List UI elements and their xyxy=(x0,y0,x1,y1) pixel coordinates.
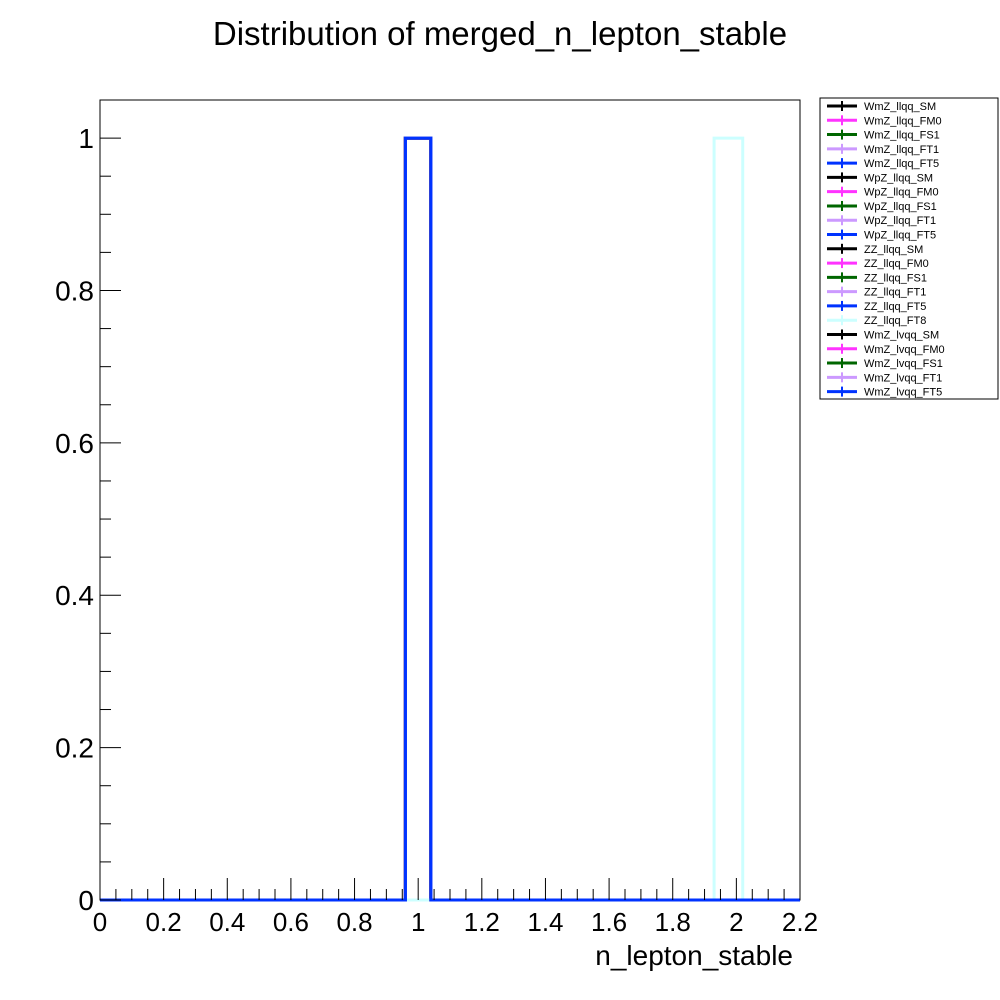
legend-label: ZZ_llqq_FS1 xyxy=(864,272,927,284)
series-line xyxy=(100,136,800,902)
series-line xyxy=(100,136,800,902)
legend-label: WmZ_llqq_FM0 xyxy=(864,115,942,127)
series-line xyxy=(100,136,800,902)
legend-label: WmZ_llqq_FT1 xyxy=(864,144,939,156)
series-line xyxy=(100,136,800,902)
legend-entry: ZZ_llqq_FT5 xyxy=(827,300,926,313)
y-tick-label: 0 xyxy=(78,885,94,916)
x-tick-label: 0.2 xyxy=(146,907,182,937)
legend-entry: WpZ_llqq_SM xyxy=(827,172,933,184)
x-tick-label: 0 xyxy=(93,907,107,937)
series-line xyxy=(100,136,800,902)
legend-label: WpZ_llqq_FS1 xyxy=(864,201,937,213)
y-tick-label: 0.8 xyxy=(55,275,94,306)
x-tick-label: 0.4 xyxy=(209,907,245,937)
series-line xyxy=(100,136,800,902)
legend-entry: WmZ_lvqq_FS1 xyxy=(827,358,943,370)
legend-entry: WmZ_lvqq_FT5 xyxy=(827,386,942,399)
legend-label: WpZ_llqq_FT1 xyxy=(864,215,936,227)
legend-label: WmZ_llqq_FT5 xyxy=(864,158,939,170)
legend-entry: ZZ_llqq_FT1 xyxy=(827,286,926,299)
legend-entry: ZZ_llqq_SM xyxy=(827,243,923,256)
y-tick-label: 1 xyxy=(78,123,94,154)
series-line xyxy=(100,136,800,902)
legend-label: WmZ_llqq_FS1 xyxy=(864,130,940,142)
legend-entries: WmZ_llqq_SM WmZ_llqq_FM0 WmZ_llqq_FS1 WmZ_l… xyxy=(827,101,945,399)
y-axis: 0 0.2 0.4 0.6 0.8 1 xyxy=(55,99,121,916)
series-layer xyxy=(100,136,800,902)
y-tick-label: 0.2 xyxy=(55,733,94,764)
x-tick-label: 1 xyxy=(411,907,425,937)
legend-label: WpZ_llqq_FT5 xyxy=(864,230,936,242)
y-tick-label: 0.4 xyxy=(55,580,94,611)
legend-entry: WmZ_lvqq_FM0 xyxy=(827,343,945,356)
series-line xyxy=(100,136,800,902)
series-line xyxy=(100,136,800,902)
y-tick-label: 0.6 xyxy=(55,428,94,459)
x-tick-label: 1.2 xyxy=(464,907,500,937)
legend-label: ZZ_llqq_SM xyxy=(864,244,923,256)
legend-label: WmZ_lvqq_FT5 xyxy=(864,387,942,399)
legend-entry: ZZ_llqq_FS1 xyxy=(827,272,927,284)
series-line xyxy=(100,136,800,902)
legend-label: WmZ_lvqq_SM xyxy=(864,329,939,341)
legend-entry: ZZ_llqq_FT8 xyxy=(827,315,926,327)
legend-entry: WmZ_llqq_FS1 xyxy=(827,129,940,142)
x-axis: 0 0.2 0.4 0.6 0.8 1 1.2 1.4 1.6 1.8 2 2.2 xyxy=(93,878,818,937)
legend-entry: WmZ_lvqq_SM xyxy=(827,329,939,341)
legend-label: ZZ_llqq_FT8 xyxy=(864,315,926,327)
series-line xyxy=(100,136,800,902)
legend-label: WpZ_llqq_FM0 xyxy=(864,187,939,199)
x-tick-label: 1.8 xyxy=(655,907,691,937)
series-line xyxy=(100,136,800,902)
legend-entry: WpZ_llqq_FM0 xyxy=(827,186,939,199)
x-tick-label: 2 xyxy=(729,907,743,937)
series-line xyxy=(100,136,800,902)
legend-label: WmZ_llqq_SM xyxy=(864,101,936,113)
series-line xyxy=(100,136,800,902)
x-tick-label: 0.6 xyxy=(273,907,309,937)
legend-label: WmZ_lvqq_FM0 xyxy=(864,344,945,356)
legend-label: WmZ_lvqq_FS1 xyxy=(864,358,943,370)
legend-entry: WmZ_lvqq_FT1 xyxy=(827,372,942,384)
chart-title: Distribution of merged_n_lepton_stable xyxy=(213,15,787,52)
plot-frame xyxy=(99,99,801,901)
series-line xyxy=(100,136,800,902)
legend-entry: WmZ_llqq_FM0 xyxy=(827,115,942,127)
series-line xyxy=(100,136,800,902)
x-axis-label: n_lepton_stable xyxy=(595,940,793,971)
series-line xyxy=(100,136,800,902)
legend-label: ZZ_llqq_FT5 xyxy=(864,301,926,313)
legend-entry: WpZ_llqq_FT1 xyxy=(827,215,936,227)
x-tick-label: 0.8 xyxy=(336,907,372,937)
legend-entry: ZZ_llqq_FM0 xyxy=(827,258,929,270)
legend-entry: WmZ_llqq_SM xyxy=(827,101,936,113)
series-line xyxy=(100,136,800,902)
series-line xyxy=(100,136,800,902)
x-tick-label: 1.6 xyxy=(591,907,627,937)
legend-entry: WpZ_llqq_FS1 xyxy=(827,200,937,213)
series-line xyxy=(100,136,800,902)
legend-label: WmZ_lvqq_FT1 xyxy=(864,372,942,384)
legend-entry: WmZ_llqq_FT1 xyxy=(827,143,939,156)
x-tick-label: 2.2 xyxy=(782,907,818,937)
legend-label: ZZ_llqq_FM0 xyxy=(864,258,929,270)
legend-entry: WpZ_llqq_FT5 xyxy=(827,229,936,242)
x-tick-label: 1.4 xyxy=(527,907,563,937)
legend-label: ZZ_llqq_FT1 xyxy=(864,287,926,299)
legend-entry: WmZ_llqq_FT5 xyxy=(827,158,939,170)
legend: WmZ_llqq_SM WmZ_llqq_FM0 WmZ_llqq_FS1 WmZ_l… xyxy=(819,97,999,400)
series-line xyxy=(100,136,800,902)
legend-label: WpZ_llqq_SM xyxy=(864,172,933,184)
